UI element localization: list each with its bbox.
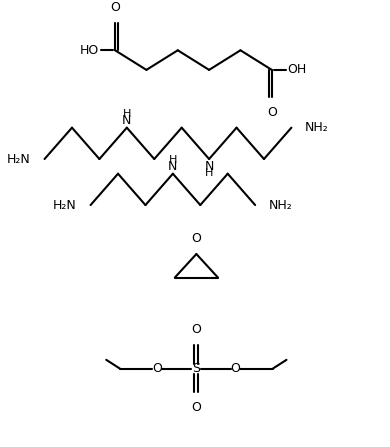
- Text: H₂N: H₂N: [53, 198, 77, 211]
- Text: O: O: [191, 401, 201, 414]
- Text: S: S: [192, 362, 200, 375]
- Text: H: H: [122, 109, 131, 119]
- Text: OH: OH: [287, 63, 307, 76]
- Text: N: N: [168, 160, 177, 173]
- Text: NH₂: NH₂: [269, 198, 292, 211]
- Text: H₂N: H₂N: [7, 152, 31, 165]
- Text: H: H: [205, 168, 213, 178]
- Text: N: N: [204, 160, 214, 173]
- Text: O: O: [152, 362, 162, 375]
- Text: O: O: [110, 1, 120, 14]
- Text: NH₂: NH₂: [305, 121, 329, 134]
- Text: H: H: [169, 155, 177, 165]
- Text: N: N: [122, 114, 131, 127]
- Text: O: O: [191, 323, 201, 336]
- Text: HO: HO: [80, 44, 99, 57]
- Text: O: O: [267, 106, 277, 119]
- Text: O: O: [230, 362, 241, 375]
- Text: O: O: [191, 232, 201, 245]
